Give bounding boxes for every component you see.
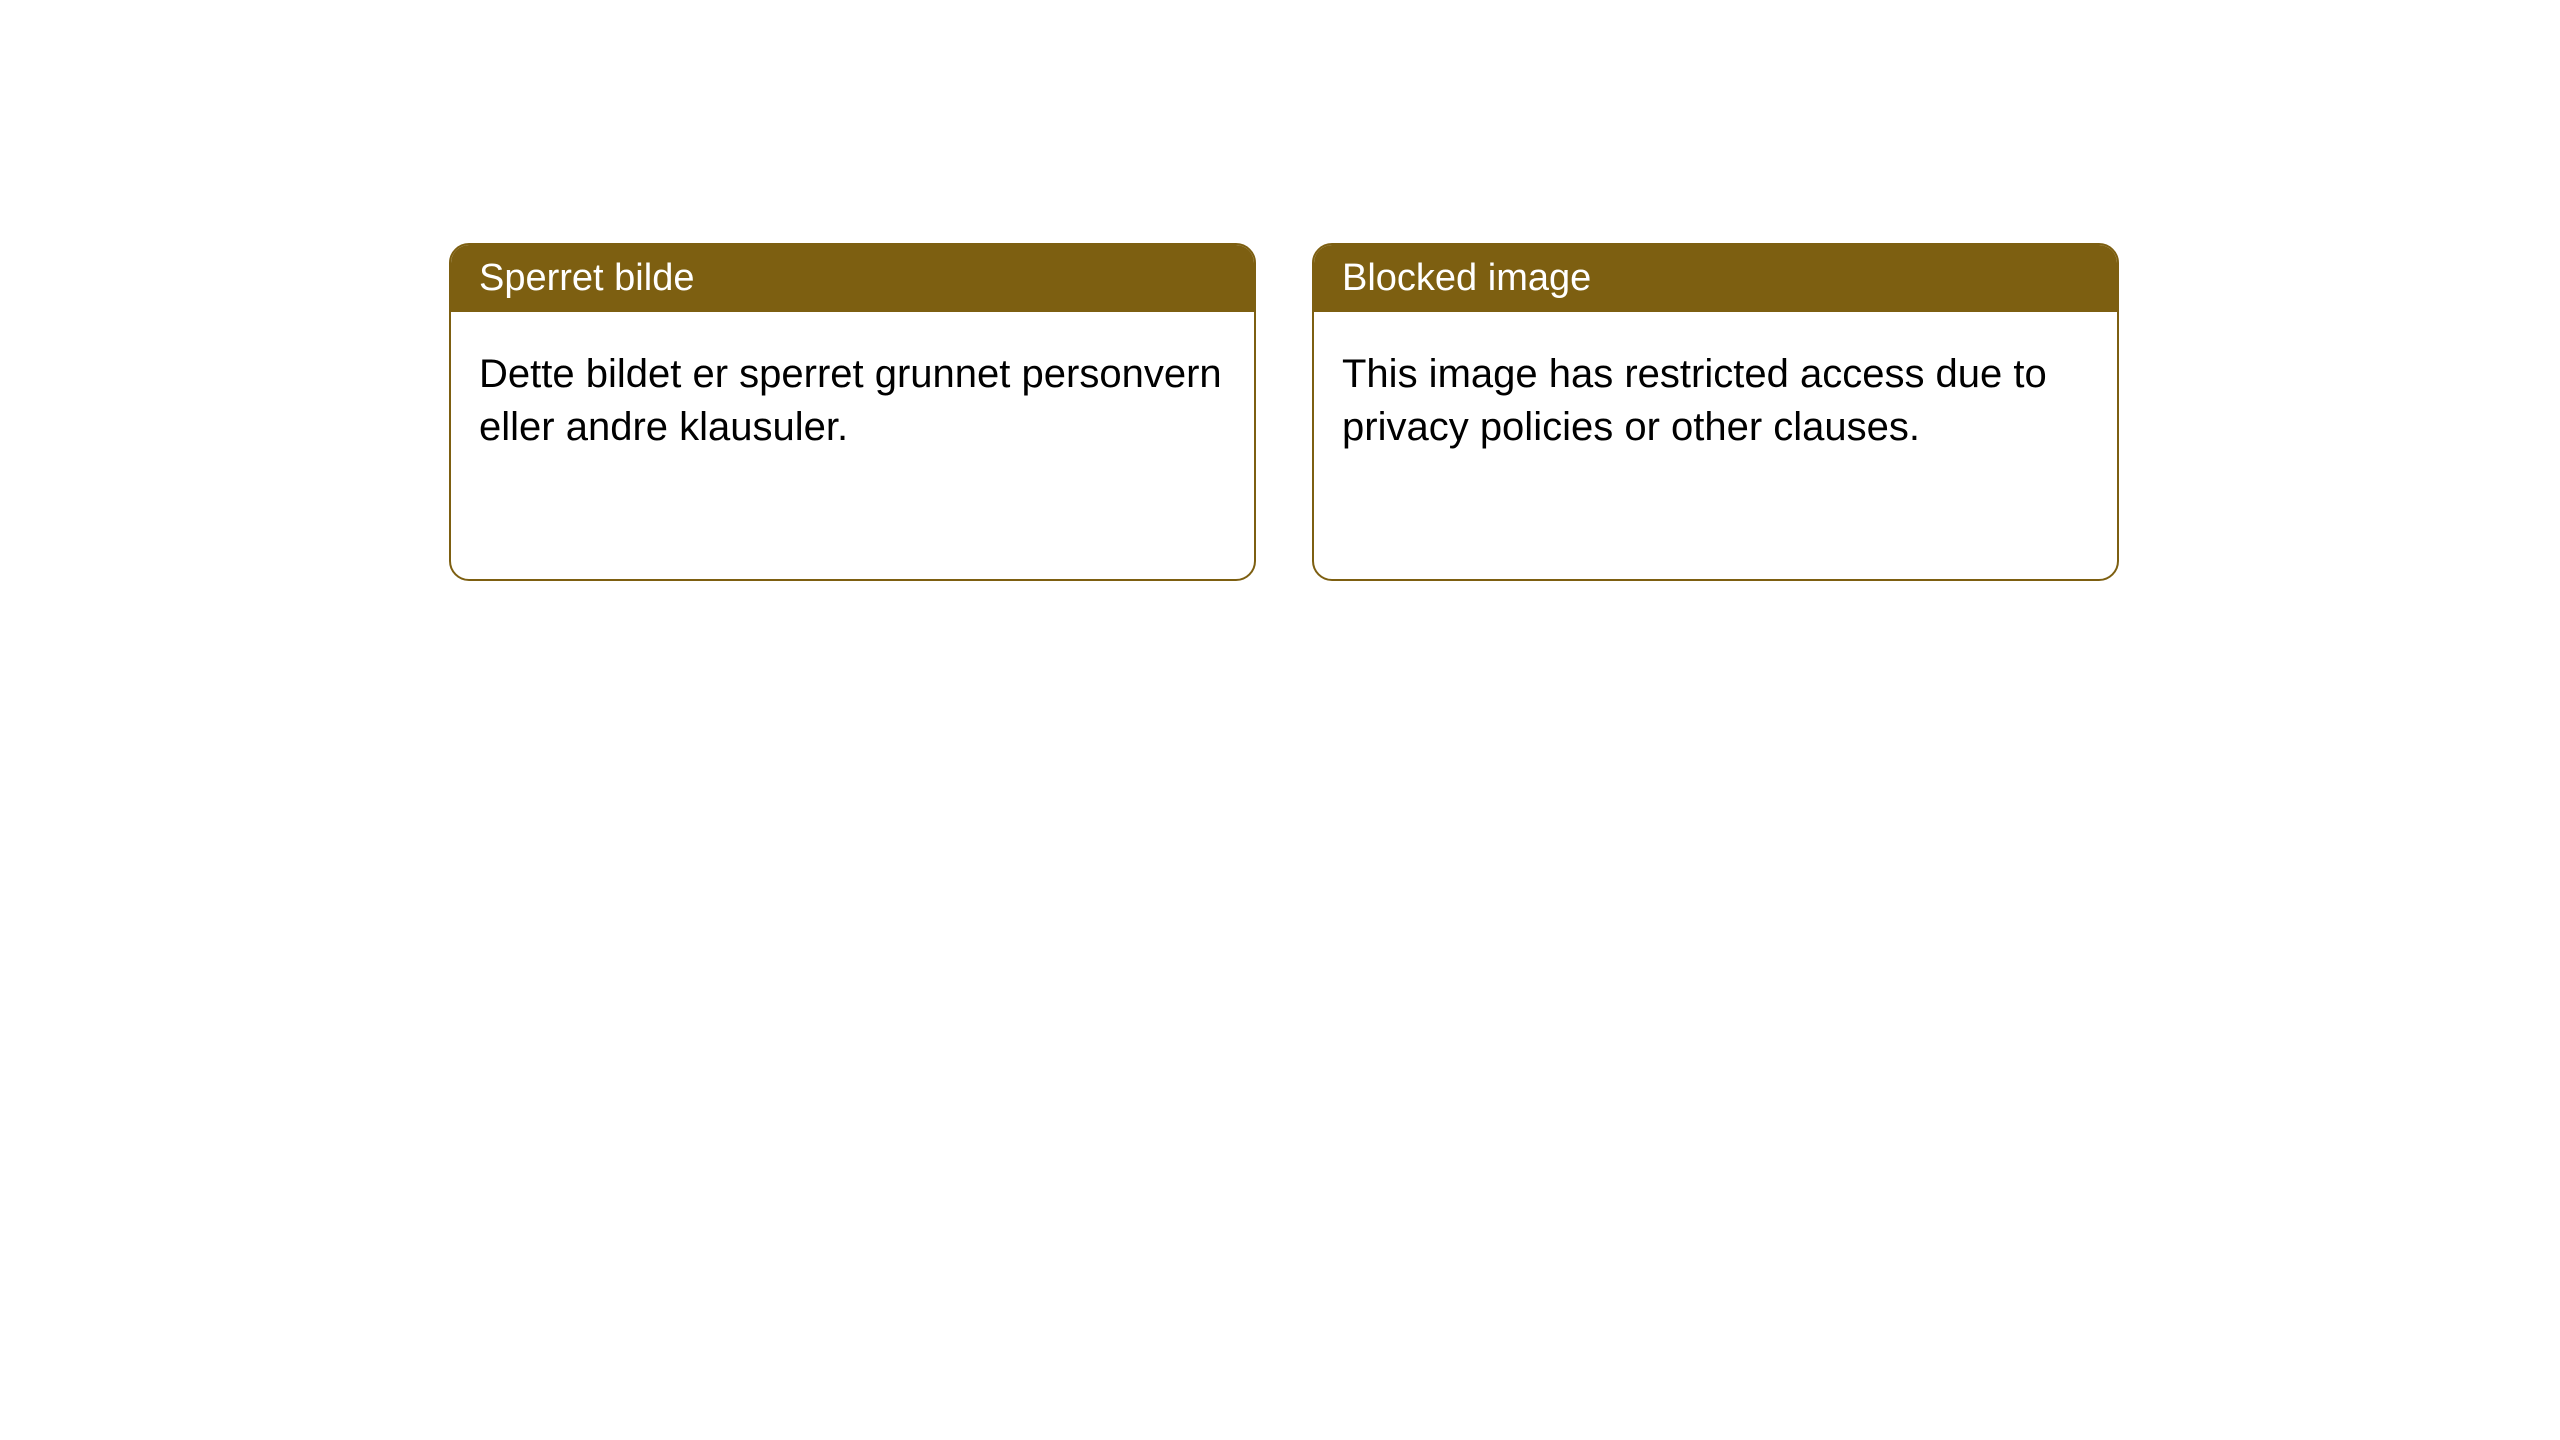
notice-body: This image has restricted access due to … xyxy=(1314,312,2117,490)
notice-title: Blocked image xyxy=(1342,257,1591,299)
notice-card-norwegian: Sperret bilde Dette bildet er sperret gr… xyxy=(449,243,1256,581)
notice-title: Sperret bilde xyxy=(479,257,694,299)
notice-body-text: This image has restricted access due to … xyxy=(1342,352,2047,449)
notice-body-text: Dette bildet er sperret grunnet personve… xyxy=(479,352,1222,449)
notice-card-english: Blocked image This image has restricted … xyxy=(1312,243,2119,581)
notice-header: Sperret bilde xyxy=(451,245,1254,312)
blocked-image-notice-container: Sperret bilde Dette bildet er sperret gr… xyxy=(449,243,2119,581)
notice-body: Dette bildet er sperret grunnet personve… xyxy=(451,312,1254,490)
notice-header: Blocked image xyxy=(1314,245,2117,312)
